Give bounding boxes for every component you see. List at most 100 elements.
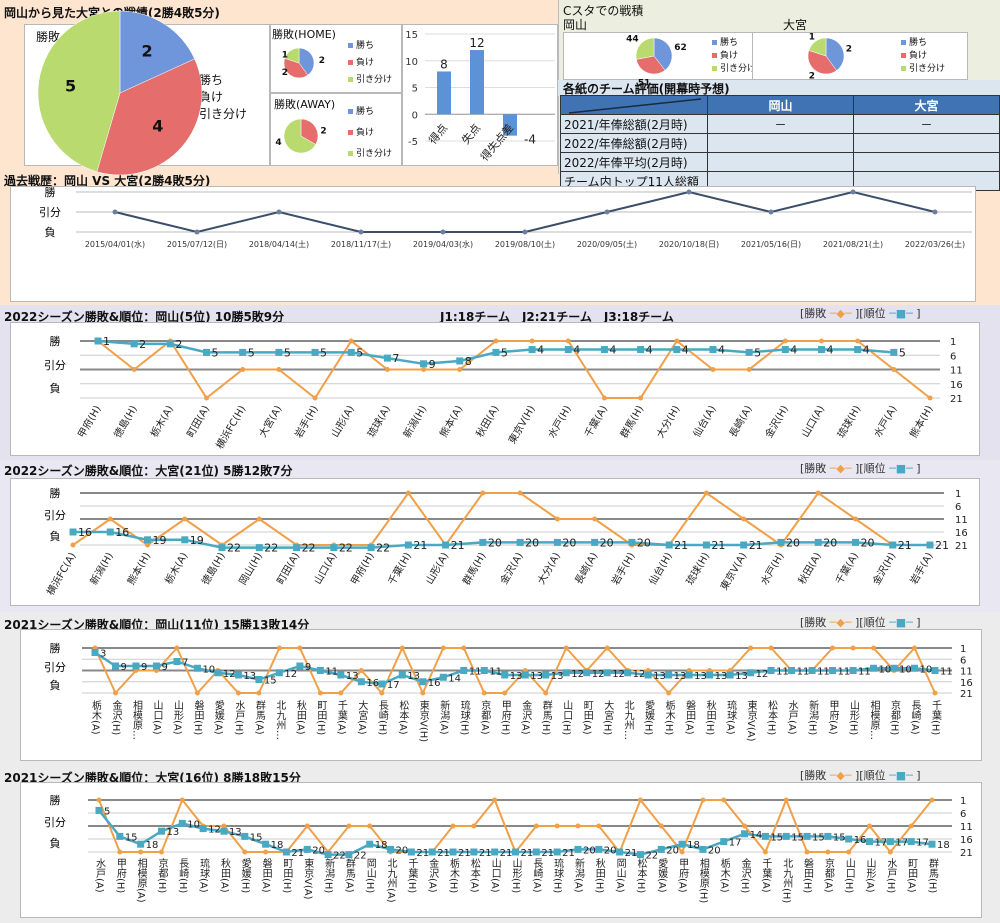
x-tick-label: 栃木(A): [718, 857, 730, 893]
rank-data-label: 21: [416, 848, 429, 859]
x-tick-label: 千葉(H): [406, 858, 418, 894]
rank-data-label: 20: [708, 845, 721, 856]
x-tick-label: 2021/05/16(日): [741, 240, 801, 249]
rank-point: [420, 360, 428, 368]
x-tick-label: 水戸(A): [94, 858, 106, 893]
rank-data-label: 5: [356, 346, 363, 359]
rank-point: [814, 538, 822, 546]
rank-data-label: 7: [392, 352, 399, 365]
y-label-win: 勝: [50, 334, 61, 348]
rank-data-label: 11: [325, 667, 338, 678]
result-point: [492, 797, 498, 803]
rank-data-label: 2: [139, 338, 146, 351]
rank-data-label: 10: [899, 664, 912, 675]
rank-point: [91, 649, 99, 656]
x-tick-label: 琉球(A): [725, 699, 737, 735]
result-point: [179, 797, 185, 803]
cstadium-okayama-legend: 勝ち 負け 引き分け: [712, 37, 752, 76]
rank-data-label: 4: [573, 344, 580, 357]
x-tick-label: 町田(A): [581, 700, 593, 735]
season-legend: [勝敗 ─◆─ ][順位 ─■─ ]: [800, 769, 921, 782]
rank-data-label: 22: [264, 542, 278, 555]
x-tick-label: 東京V(H): [417, 699, 429, 742]
x-tick-label: 町田(H): [315, 700, 327, 735]
rank-data-label: 12: [284, 669, 297, 680]
x-tick-label: 2015/04/01(水): [85, 239, 145, 249]
x-tick-label: 新潟(A): [572, 857, 584, 893]
x-tick-label: 琉球(A): [198, 857, 210, 893]
rank-data-label: 8: [465, 355, 472, 368]
result-point: [818, 338, 824, 344]
rank-point: [926, 541, 934, 549]
rank-data-label: 22: [227, 542, 241, 555]
x-tick-label: 大宮(H): [602, 699, 614, 736]
result-point: [596, 823, 602, 829]
rank-point: [562, 669, 570, 677]
rank-point: [203, 348, 211, 356]
x-tick-label: 山形(A): [864, 858, 876, 893]
result-point: [338, 690, 344, 696]
rank-point: [673, 346, 681, 354]
result-point: [830, 645, 836, 651]
rank-point: [637, 346, 645, 354]
rank-tick-label: 1: [960, 796, 966, 807]
rank-data-label: 11: [489, 667, 502, 678]
result-point: [768, 645, 774, 651]
rank-point: [220, 827, 228, 835]
rank-data-label: 20: [604, 845, 617, 856]
x-tick-label: 金沢(A): [427, 857, 439, 893]
draw-swatch: [712, 66, 717, 71]
rank-data-label: 15: [791, 832, 804, 843]
rank-tick-label: 11: [960, 822, 973, 833]
rank-point: [851, 538, 859, 546]
x-tick-label: 長崎(H): [177, 858, 189, 894]
rank-point: [740, 541, 748, 549]
home-pie-title: 勝敗(HOME): [272, 28, 336, 41]
x-tick-label: 松本(H): [635, 857, 647, 894]
rank-point: [907, 838, 915, 846]
pie-slice-loss: [636, 55, 666, 75]
rank-data-label: 22: [339, 542, 353, 555]
x-tick-label: 山口(H): [561, 700, 572, 736]
pie-data-label: 5: [65, 76, 76, 95]
rank-data-label: 13: [166, 827, 179, 838]
pie-slice-win: [825, 37, 845, 71]
rank-tick-label: 6: [955, 502, 961, 513]
x-tick-label: 2019/08/10(土): [495, 239, 555, 249]
rank-data-label: 13: [674, 671, 687, 682]
rank-point: [95, 806, 103, 814]
rank-data-label: 5: [248, 346, 255, 359]
x-tick-label: 2022/03/26(土): [905, 239, 965, 249]
x-tick-label: 金沢(H): [739, 857, 751, 894]
rank-point: [387, 845, 395, 853]
result-point: [852, 516, 858, 522]
past-result-point: [686, 189, 692, 195]
result-point: [276, 367, 282, 372]
result-point: [700, 797, 706, 803]
x-tick-label: 長崎(A): [909, 700, 921, 735]
pie-slice-loss: [300, 118, 319, 145]
rank-data-label: 11: [797, 667, 810, 678]
rank-point: [152, 662, 160, 670]
rank-data-label: 20: [396, 845, 409, 856]
rank-point: [398, 671, 406, 679]
x-tick-label: 磐田(H): [192, 699, 204, 736]
x-tick-label: 熊本(A): [437, 403, 466, 440]
result-point: [174, 645, 180, 651]
result-point: [420, 690, 426, 696]
rank-data-label: 11: [776, 667, 789, 678]
rank-point: [788, 667, 796, 674]
x-tick-label: 愛媛(H): [239, 857, 251, 894]
evaluation-corner-cell: [560, 95, 708, 115]
rank-data-label: 11: [838, 667, 851, 678]
result-point: [131, 367, 137, 372]
past-results-chart-box: [10, 186, 976, 302]
result-point: [575, 823, 581, 829]
x-tick-label: 金沢(A): [520, 699, 532, 735]
rank-data-label: 22: [354, 851, 367, 862]
result-point: [242, 849, 248, 855]
result-point: [384, 367, 390, 372]
rank-point: [255, 544, 263, 552]
rank-point: [316, 667, 324, 674]
rank-data-label: 15: [264, 676, 277, 687]
